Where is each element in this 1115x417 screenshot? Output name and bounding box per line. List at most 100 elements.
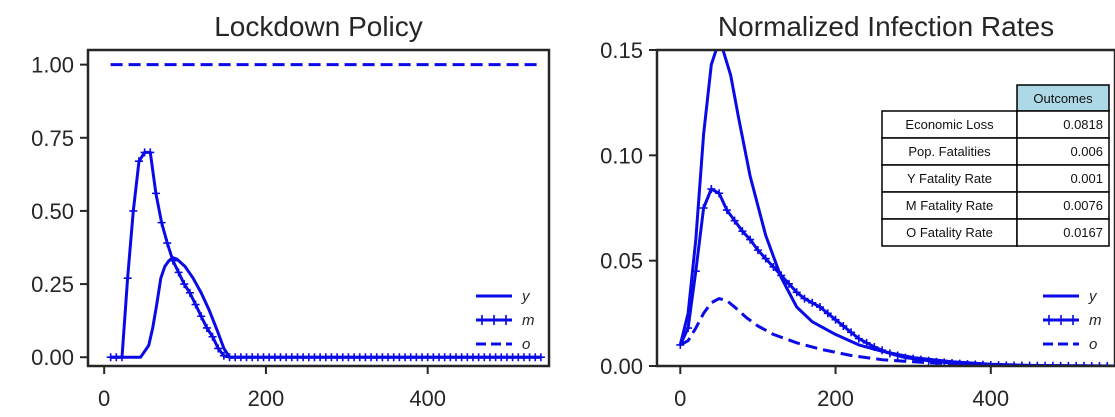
data-point-m <box>219 351 228 360</box>
series-line-o <box>679 297 1115 366</box>
x-tick-label: 200 <box>248 386 285 411</box>
data-point-m <box>146 148 155 157</box>
data-point-m <box>746 235 755 244</box>
legend-label-y: y <box>521 288 531 305</box>
x-tick-label: 400 <box>972 386 1009 411</box>
legend-label-o: o <box>1089 336 1097 353</box>
data-point-m <box>924 356 933 365</box>
data-point-m <box>134 157 143 166</box>
data-point-m <box>180 280 189 289</box>
chart-2: Normalized Infection Rates 0 200 400 0.00 0.0… <box>600 11 1115 411</box>
data-point-m <box>191 300 200 309</box>
x-tick-label: 0 <box>98 386 110 411</box>
data-point-m <box>1095 362 1104 366</box>
axes-frame <box>86 48 551 368</box>
y-tick-label: 0.25 <box>31 272 74 297</box>
data-point-m <box>870 343 879 352</box>
data-point-m <box>1087 362 1096 366</box>
data-point-m <box>738 227 747 236</box>
data-point-m <box>800 294 809 303</box>
table-value-cell <box>1016 137 1110 166</box>
chart-1: Lockdown Policy 0 200 400 0.00 0.25 0.50 0.75 1.… <box>31 11 551 411</box>
data-point-m <box>878 346 887 355</box>
data-point-m <box>168 256 177 265</box>
data-point-m <box>715 189 724 198</box>
table-row-value: 0.006 <box>1070 144 1103 159</box>
data-point-m <box>769 262 778 271</box>
x-tick-label: 400 <box>409 386 446 411</box>
y-tick-label: 0.05 <box>600 249 643 274</box>
data-point-m <box>823 309 832 318</box>
legend-label-m: m <box>522 312 535 329</box>
data-point-m <box>163 239 172 248</box>
y-tick-label: 0.00 <box>31 345 74 370</box>
y-tick-label: 0.00 <box>600 354 643 379</box>
outcomes-table: Outcomes Economic Loss 0.0818 Pop. Fataliti… <box>881 84 1110 247</box>
data-point-m <box>816 303 825 312</box>
chart-title: Lockdown Policy <box>214 11 423 42</box>
table-row-label: O Fatality Rate <box>906 225 993 240</box>
data-point-m <box>123 274 132 283</box>
series-line-m <box>110 150 541 359</box>
legend-label-y: y <box>1088 288 1098 305</box>
y-tick-label: 0.10 <box>600 143 643 168</box>
legend-label-o: o <box>522 336 530 353</box>
table-value-cell <box>1016 110 1110 139</box>
data-point-m <box>129 206 138 215</box>
table-label-cell <box>881 164 1018 193</box>
data-point-m <box>684 324 693 333</box>
data-point-m <box>536 353 545 362</box>
data-point-m <box>722 206 731 215</box>
y-tick-label: 0.15 <box>600 38 643 63</box>
data-point-m <box>839 321 848 330</box>
data-point-m <box>862 338 871 347</box>
table-value-cell <box>1016 218 1110 247</box>
y-tick-label: 0.75 <box>31 126 74 151</box>
data-point-m <box>792 288 801 297</box>
table-label-cell <box>881 218 1018 247</box>
data-point-m <box>893 351 902 360</box>
plot-area <box>106 63 545 362</box>
x-tick-label: 200 <box>817 386 854 411</box>
data-point-m <box>117 353 126 362</box>
data-point-m <box>174 268 183 277</box>
data-point-m <box>208 332 217 341</box>
table-row-label: Pop. Fatalities <box>908 144 991 159</box>
y-tick-label: 0.50 <box>31 199 74 224</box>
legend-label-m: m <box>1089 312 1102 329</box>
data-point-m <box>808 298 817 307</box>
data-point-m <box>185 288 194 297</box>
table-row-value: 0.0076 <box>1063 198 1103 213</box>
table-row-label: M Fatality Rate <box>906 198 993 213</box>
table-header: Outcomes <box>1033 91 1093 106</box>
data-point-m <box>202 323 211 332</box>
data-point-m <box>730 216 739 225</box>
table-row-label: Y Fatality Rate <box>907 171 992 186</box>
data-point-m <box>885 349 894 358</box>
data-point-m <box>784 279 793 288</box>
data-point-m <box>699 204 708 212</box>
data-point-m <box>214 344 223 353</box>
data-point-m <box>197 312 206 321</box>
axes-frame <box>655 48 1115 368</box>
data-point-m <box>753 246 762 255</box>
data-point-m <box>831 315 840 324</box>
data-point-m <box>761 254 770 263</box>
x-tick-label: 0 <box>674 386 686 411</box>
table-value-cell <box>1016 164 1110 193</box>
data-point-m <box>707 185 716 194</box>
data-point-m <box>691 267 700 276</box>
table-row-value: 0.0167 <box>1063 225 1103 240</box>
data-point-m <box>1103 362 1112 366</box>
table-row-value: 0.001 <box>1070 171 1103 186</box>
data-point-m <box>777 271 786 280</box>
y-tick-label: 1.00 <box>31 53 74 78</box>
table-row-label: Economic Loss <box>905 117 994 132</box>
data-point-m <box>151 189 160 198</box>
table-row-value: 0.0818 <box>1063 117 1103 132</box>
data-point-m <box>854 334 863 343</box>
chart-title: Normalized Infection Rates <box>718 11 1054 42</box>
data-point-m <box>157 218 166 227</box>
data-point-m <box>847 328 856 337</box>
